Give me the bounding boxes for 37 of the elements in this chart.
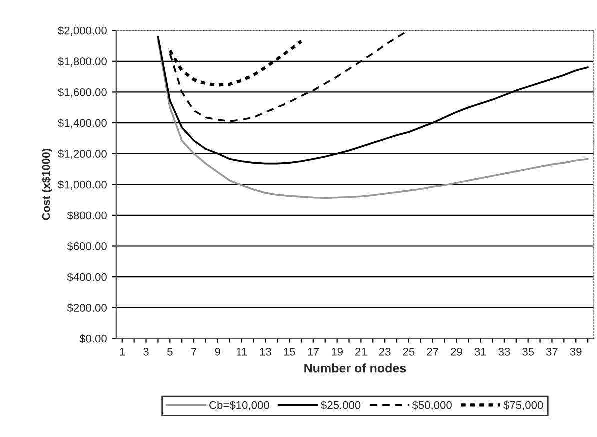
y-tick-label: $400.00 [67, 272, 107, 282]
y-tick-label: $600.00 [67, 242, 107, 252]
x-tick-label: 9 [215, 348, 220, 356]
y-tick-label: $800.00 [67, 211, 107, 220]
y-tick-label: $2,000.00 [58, 26, 107, 36]
y-axis-title: Cost (x$1000) [42, 149, 52, 220]
x-tick-label: 5 [168, 348, 173, 356]
x-tick-label: 27 [427, 348, 438, 356]
x-tick-label: 39 [570, 348, 582, 356]
x-tick-label: 37 [546, 348, 558, 356]
y-tick-label: $1,200.00 [58, 150, 107, 160]
x-tick-label: 7 [192, 348, 197, 356]
y-tick-label: $0.00 [80, 334, 107, 344]
x-tick-label: 17 [308, 348, 320, 356]
x-tick-label: 33 [498, 348, 510, 356]
y-tick-label: $1,600.00 [58, 88, 107, 98]
x-tick-label: 11 [236, 348, 248, 356]
legend-label: $50,000 [412, 400, 452, 411]
x-tick-label: 1 [120, 348, 125, 356]
y-tick-label: $1,000.00 [58, 180, 107, 190]
legend-label: $75,000 [504, 400, 544, 411]
x-tick-label: 21 [356, 348, 367, 356]
x-axis-title: Number of nodes [304, 364, 406, 373]
x-tick-label: 35 [522, 348, 534, 356]
x-tick-label: 15 [284, 348, 296, 356]
legend-label: $25,000 [321, 400, 361, 411]
x-tick-label: 31 [474, 348, 486, 356]
legend-label: Cb=$10,000 [210, 400, 270, 411]
x-tick-label: 3 [144, 348, 149, 356]
y-tick-label: $1,800.00 [58, 57, 107, 67]
x-tick-label: 29 [451, 348, 462, 356]
y-tick-label: $1,400.00 [58, 118, 107, 128]
x-tick-label: 19 [332, 348, 343, 356]
x-tick-label: 25 [403, 348, 415, 356]
y-tick-label: $200.00 [67, 304, 107, 313]
x-tick-label: 13 [260, 348, 272, 356]
x-tick-label: 23 [379, 348, 391, 356]
